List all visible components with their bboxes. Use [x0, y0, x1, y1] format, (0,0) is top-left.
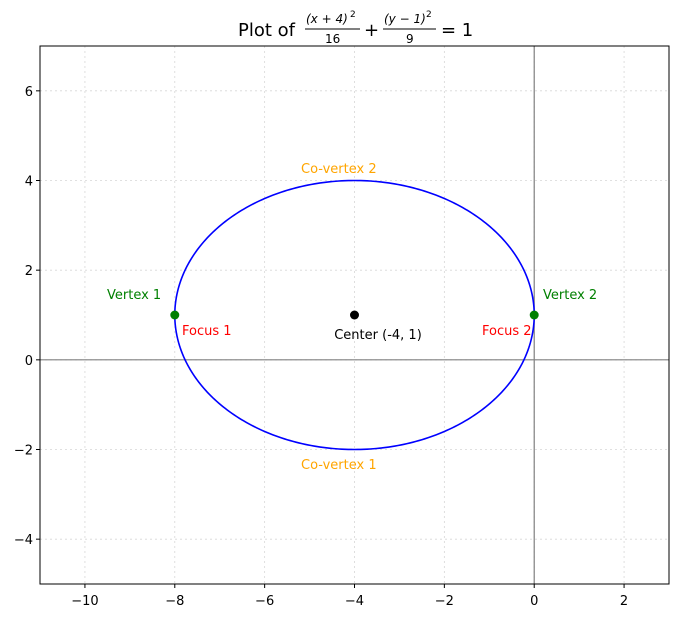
x-tick-label: 0 — [530, 594, 538, 609]
y-tick-label: 0 — [25, 354, 33, 369]
covertex-2-label: Co-vertex 2 — [301, 162, 377, 177]
y-tick-label: −2 — [14, 444, 33, 459]
title-term1-numerator: (x + 4) — [306, 12, 348, 26]
center-marker — [350, 310, 359, 320]
y-tick-label: 6 — [25, 85, 33, 100]
y-tick-label: 2 — [25, 264, 33, 279]
title-term2-exponent: 2 — [426, 10, 432, 20]
chart-title: Plot of (x + 4) 2 16 + (y − 1) 2 9 = 1 — [238, 10, 473, 46]
x-tick-label: −2 — [435, 594, 454, 609]
vertex-1-label: Vertex 1 — [107, 288, 161, 303]
title-term2-denominator: 9 — [406, 32, 414, 46]
title-term1-exponent: 2 — [350, 10, 356, 20]
y-tick-label: −4 — [14, 533, 33, 548]
covertex-1-label: Co-vertex 1 — [301, 458, 377, 473]
title-term2-numerator: (y − 1) — [384, 12, 426, 26]
tick-layer: −10 −8 −6 −4 −2 0 2 −4 −2 0 2 4 6 — [14, 85, 628, 609]
focus-2-label: Focus 2 — [482, 324, 532, 339]
plot-frame — [39, 45, 670, 585]
y-tick-label: 4 — [25, 175, 33, 190]
x-tick-label: 2 — [620, 594, 628, 609]
vertex-2-marker — [529, 310, 539, 320]
x-tick-label: −4 — [345, 594, 364, 609]
x-tick-label: −6 — [255, 594, 274, 609]
center-label: Center (-4, 1) — [334, 328, 422, 343]
points-layer — [170, 310, 539, 320]
x-tick-label: −8 — [165, 594, 184, 609]
title-term1-denominator: 16 — [325, 32, 340, 46]
x-tick-label: −10 — [71, 594, 98, 609]
title-rhs: = 1 — [441, 20, 473, 41]
title-prefix: Plot of — [238, 20, 296, 41]
vertex-1-marker — [170, 310, 180, 320]
vertex-2-label: Vertex 2 — [543, 288, 597, 303]
title-plus: + — [364, 20, 379, 41]
annotation-layer: Center (-4, 1) Vertex 1 Vertex 2 Focus 1… — [107, 162, 597, 473]
focus-1-label: Focus 1 — [182, 324, 232, 339]
